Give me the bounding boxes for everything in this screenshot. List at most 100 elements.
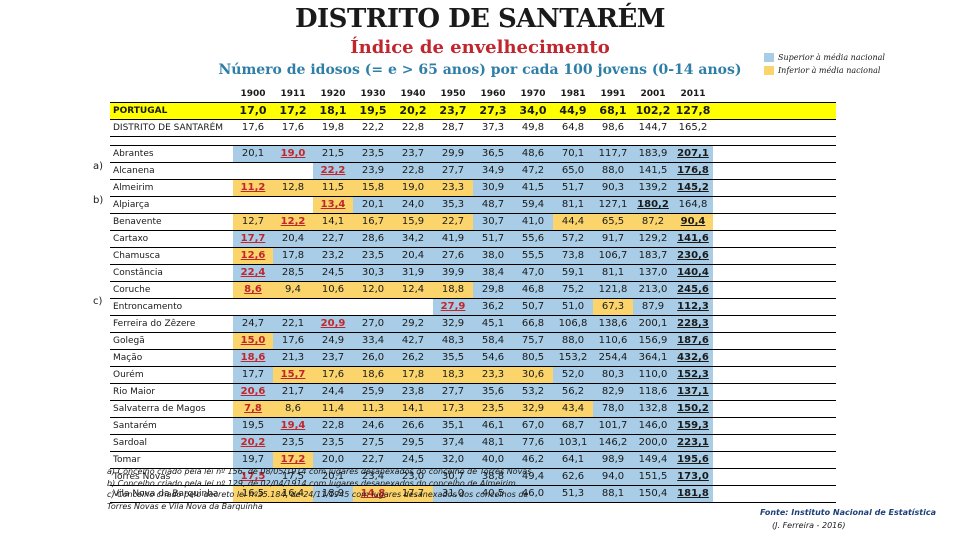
table-cell: 110,6 (593, 333, 633, 349)
table-cell: 23,2 (313, 248, 353, 264)
municipality-name: Mação (113, 353, 143, 363)
cell-value: 48,3 (441, 335, 465, 346)
table-cell: 49,4 (513, 469, 553, 485)
cell-value: 187,6 (677, 335, 709, 346)
table-cell: 146,0 (633, 418, 673, 434)
table-cell: 17,8 (393, 367, 433, 383)
cell-value: 98,9 (601, 454, 625, 465)
table-cell: 34,9 (473, 163, 513, 179)
cell-value: 41,0 (521, 216, 545, 227)
table-cell: 29,9 (433, 146, 473, 162)
cell-value: 156,9 (638, 335, 668, 346)
cell-value: 87,2 (641, 216, 665, 227)
row-label: PORTUGAL (113, 106, 168, 116)
table-cell: 30,7 (473, 214, 513, 230)
table-cell: 67,0 (513, 418, 553, 434)
year-header-row: 1900 1911 1920 1930 1940 1950 1960 1970 1981 1991… (110, 86, 836, 102)
cell-value: 18,3 (441, 369, 465, 380)
cell-value: 50,7 (521, 301, 545, 312)
district-value: 17,6 (281, 122, 305, 133)
cell-value: 18,9 (321, 488, 345, 499)
table-cell: 106,8 (553, 316, 593, 332)
table-row: Abrantes 20,1 19,0 21,5 23,5 23,7 29,9 36,5 48,6… (110, 145, 836, 162)
footnote-marker: b) (93, 194, 104, 206)
year-header: 1991 (600, 89, 626, 99)
cell-value: 20,6 (240, 386, 266, 397)
table-cell (313, 299, 353, 315)
table-cell: 12,7 (233, 214, 273, 230)
cell-value: 22,8 (321, 420, 345, 431)
municipality-name: Santarém (113, 421, 157, 431)
cell-value: 21,3 (281, 352, 305, 363)
table-cell: 16,7 (353, 214, 393, 230)
table-cell: 51,3 (553, 486, 593, 502)
table-cell: 110,0 (633, 367, 673, 383)
table-cell: 54,6 (473, 350, 513, 366)
cell-value: 14,1 (321, 216, 345, 227)
table-cell: 146,2 (593, 435, 633, 451)
table-cell: 152,3 (673, 367, 713, 383)
table-row: Salvaterra de Magos 7,8 8,6 11,4 11,3 14,1 17,… (110, 400, 836, 417)
table-cell: 47,2 (513, 163, 553, 179)
table-cell: 30,7 (433, 469, 473, 485)
table-cell: 19,0 (273, 146, 313, 162)
cell-value: 139,2 (638, 182, 668, 193)
table-cell: 27,0 (353, 316, 393, 332)
year-header: 1970 (520, 89, 546, 99)
table-cell: 15,0 (233, 333, 273, 349)
cell-value: 228,3 (677, 318, 709, 329)
table-cell: 81,1 (593, 265, 633, 281)
legend-label-below: Inferior à média nacional (778, 66, 881, 75)
cell-value: 23,8 (401, 386, 425, 397)
cell-value: 11,3 (361, 403, 385, 414)
year-header: 2001 (640, 89, 666, 99)
cell-value: 15,9 (401, 216, 425, 227)
table-cell: 29,2 (393, 316, 433, 332)
cell-value: 18,6 (361, 369, 385, 380)
cell-value: 17,6 (281, 335, 305, 346)
table-cell: 19,0 (393, 180, 433, 196)
table-cell: 46,1 (473, 418, 513, 434)
cell-value: 51,0 (561, 301, 585, 312)
cell-value: 23,7 (401, 148, 425, 159)
table-row: Almeirim 11,2 12,8 11,5 15,8 19,0 23,3 30,9 41,5… (110, 179, 836, 196)
table-cell: 12,8 (273, 180, 313, 196)
cell-value: 81,1 (601, 267, 625, 278)
cell-value: 18,8 (441, 284, 465, 295)
cell-value: 13,4 (320, 199, 346, 210)
table-cell: 137,0 (633, 265, 673, 281)
cell-value: 35,3 (441, 199, 465, 210)
cell-value: 20,1 (321, 471, 345, 482)
cell-value: 17,6 (321, 369, 345, 380)
table-cell: 20,1 (353, 197, 393, 213)
table-cell: 24,7 (233, 316, 273, 332)
table-cell: 55,5 (513, 248, 553, 264)
table-row: Chamusca 12,6 17,8 23,2 23,5 20,4 27,6 38,0 55,5… (110, 247, 836, 264)
footnote-b: b) Concelho criado pela lei nº 129, de 0… (107, 478, 516, 488)
table-cell: 230,6 (673, 248, 713, 264)
cell-value: 17,7 (240, 233, 266, 244)
table-cell: 41,5 (513, 180, 553, 196)
table-cell: 145,2 (673, 180, 713, 196)
cell-value: 91,7 (601, 233, 625, 244)
table-cell: 91,7 (593, 231, 633, 247)
table-row: Ferreira do Zêzere 24,7 22,1 20,9 27,0 29,2 32… (110, 315, 836, 332)
table-cell: 29,8 (473, 282, 513, 298)
cell-value: 10,6 (321, 284, 345, 295)
table-cell: 44,4 (553, 214, 593, 230)
table-cell: 48,6 (513, 146, 553, 162)
cell-value: 28,5 (281, 267, 305, 278)
cell-value: 57,2 (561, 233, 585, 244)
table-row: Vila Nova da Barquinha 16,5 16,4 18,9 14,8 17… (110, 485, 836, 503)
national-value: 19,5 (359, 104, 387, 117)
cell-value: 24,5 (401, 454, 425, 465)
table-cell: 23,4 (353, 469, 393, 485)
table-cell: 22,2 (313, 163, 353, 179)
table-gap (110, 137, 836, 145)
year-header: 1930 (360, 89, 386, 99)
cell-value: 40,5 (481, 488, 505, 499)
table-cell: 28,6 (353, 231, 393, 247)
table-cell: 10,6 (313, 282, 353, 298)
cell-value: 195,6 (677, 454, 709, 465)
cell-value: 67,3 (601, 301, 625, 312)
